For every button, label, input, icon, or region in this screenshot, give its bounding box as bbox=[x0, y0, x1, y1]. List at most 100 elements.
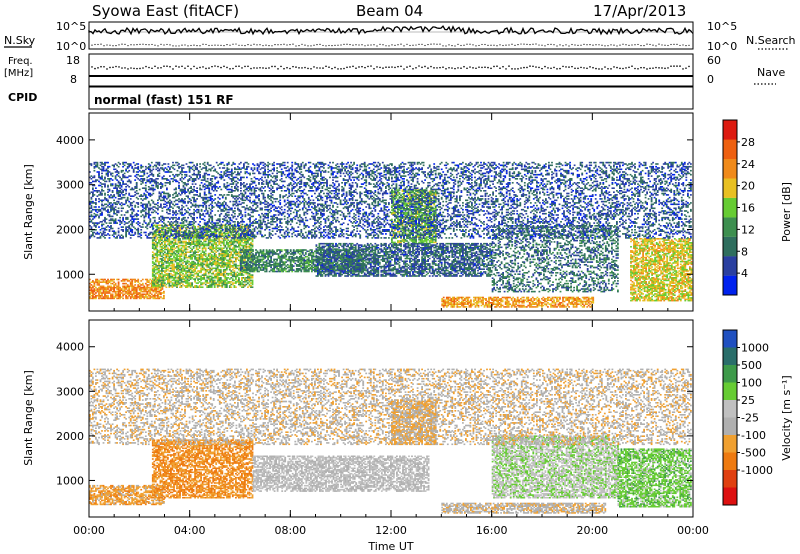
nsearch-dot bbox=[112, 45, 113, 46]
heatmap-cell bbox=[257, 251, 259, 253]
nsearch-dot bbox=[439, 43, 440, 44]
nave-dot bbox=[487, 67, 489, 69]
heatmap-cell bbox=[217, 225, 219, 227]
nsearch-dot bbox=[631, 44, 632, 45]
heatmap-cell bbox=[232, 254, 234, 256]
heatmap-cell bbox=[172, 280, 174, 282]
heatmap-cell bbox=[247, 246, 249, 248]
heatmap-cell bbox=[248, 267, 250, 269]
nsearch-dot bbox=[184, 44, 185, 45]
nave-dot bbox=[658, 67, 660, 69]
nsearch-dot bbox=[334, 45, 335, 46]
heatmap-cell bbox=[181, 247, 183, 249]
nsearch-dot bbox=[472, 44, 473, 45]
nsearch-dot bbox=[316, 44, 317, 45]
nsearch-dot bbox=[382, 44, 383, 45]
heatmap-cell bbox=[248, 259, 250, 261]
nave-dot bbox=[565, 66, 567, 68]
nave-dot bbox=[649, 68, 651, 70]
heatmap-cell bbox=[247, 272, 249, 274]
nave-dot bbox=[442, 66, 444, 68]
heatmap-cell bbox=[98, 283, 100, 285]
nave-dot bbox=[274, 66, 276, 68]
nave-dot bbox=[127, 68, 129, 70]
heatmap-cell bbox=[149, 279, 151, 281]
heatmap-cell bbox=[242, 271, 244, 273]
heatmap-cell bbox=[156, 253, 158, 255]
heatmap-cell bbox=[319, 244, 321, 246]
heatmap-cell bbox=[190, 286, 192, 288]
nsearch-dot bbox=[181, 44, 182, 45]
heatmap-cell bbox=[156, 272, 158, 274]
nsearch-dot bbox=[247, 44, 248, 45]
heatmap-cell bbox=[232, 278, 234, 280]
heatmap-cell bbox=[119, 298, 121, 300]
nave-dot bbox=[280, 66, 282, 68]
nave-dot bbox=[259, 67, 261, 69]
heatmap-cell bbox=[161, 238, 163, 240]
heatmap-cell bbox=[142, 279, 144, 281]
heatmap-cell bbox=[290, 249, 292, 251]
heatmap-cell bbox=[246, 255, 248, 257]
heatmap-cell bbox=[278, 263, 280, 265]
nave-dot bbox=[430, 66, 432, 68]
nave-dot bbox=[190, 68, 192, 70]
heatmap-cell bbox=[181, 286, 183, 288]
nsearch-dot bbox=[529, 44, 530, 45]
nave-dot bbox=[397, 66, 399, 68]
nave-dot bbox=[346, 67, 348, 69]
nave-dot bbox=[286, 67, 288, 69]
heatmap-cell bbox=[143, 298, 145, 300]
heatmap-cell bbox=[266, 271, 268, 273]
nsearch-dot bbox=[235, 43, 236, 44]
nsearch-dot bbox=[613, 45, 614, 46]
heatmap-cell bbox=[169, 286, 171, 288]
heatmap-cell bbox=[156, 265, 158, 267]
nsearch-dot bbox=[601, 45, 602, 46]
nsearch-dot bbox=[223, 45, 224, 46]
nsearch-dot bbox=[391, 44, 392, 45]
heatmap-cell bbox=[175, 274, 177, 276]
nave-dot bbox=[331, 68, 333, 70]
nsearch-dot bbox=[154, 45, 155, 46]
heatmap-cell bbox=[322, 259, 324, 261]
heatmap-cell bbox=[211, 265, 213, 267]
nave-dot bbox=[472, 67, 474, 69]
nave-dot bbox=[160, 67, 162, 69]
heatmap-cell bbox=[246, 243, 248, 245]
heatmap-cell bbox=[218, 238, 220, 240]
nave-dot bbox=[454, 68, 456, 70]
nsearch-dot bbox=[508, 44, 509, 45]
heatmap-cell bbox=[232, 250, 234, 252]
heatmap-cell bbox=[187, 265, 189, 267]
nave-dot bbox=[661, 67, 663, 69]
nave-dot bbox=[265, 67, 267, 69]
nsearch-dot bbox=[553, 44, 554, 45]
nsearch-dot bbox=[658, 43, 659, 44]
heatmap-cell bbox=[325, 270, 327, 272]
heatmap-cell bbox=[163, 262, 165, 264]
nave-dot bbox=[109, 67, 111, 69]
heatmap-cell bbox=[291, 271, 293, 273]
nsearch-dot bbox=[346, 44, 347, 45]
nave-dot bbox=[322, 67, 324, 69]
heatmap-cell bbox=[240, 254, 242, 256]
heatmap-cell bbox=[97, 288, 99, 290]
heatmap-cell bbox=[205, 241, 207, 243]
heatmap-cell bbox=[205, 247, 207, 249]
heatmap-cell bbox=[156, 286, 158, 288]
heatmap-cell bbox=[172, 245, 174, 247]
heatmap-cell bbox=[226, 269, 228, 271]
nave-dot bbox=[451, 67, 453, 69]
heatmap-cell bbox=[235, 249, 237, 251]
heatmap-cell bbox=[329, 254, 331, 256]
heatmap-cell bbox=[200, 272, 202, 274]
heatmap-cell bbox=[202, 265, 204, 267]
heatmap-cell bbox=[227, 274, 229, 276]
heatmap-cell bbox=[323, 259, 325, 261]
nave-dot bbox=[490, 68, 492, 70]
nave-dot bbox=[121, 67, 123, 69]
nave-dot bbox=[493, 66, 495, 68]
nsearch-dot bbox=[418, 44, 419, 45]
heatmap-cell bbox=[125, 292, 127, 294]
